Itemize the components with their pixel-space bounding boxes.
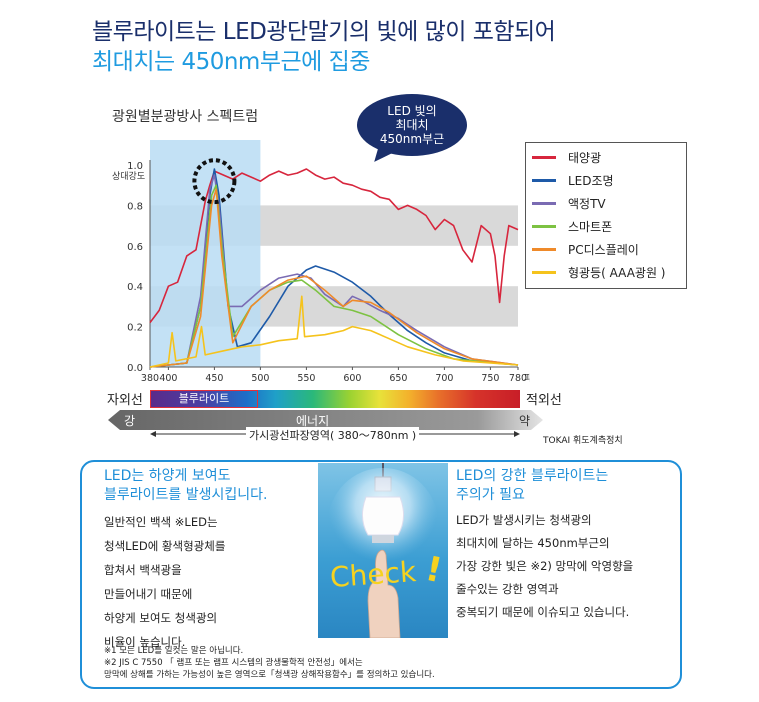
page-title: 블루라이트는 LED광단말기의 빛에 많이 포함되어 bbox=[92, 19, 556, 45]
x-tick-label: 550 bbox=[297, 373, 315, 384]
callout-line-1: LED 빛의 bbox=[387, 104, 437, 118]
right-heading: LED의 강한 블루라이트는 주의가 필요 bbox=[456, 467, 608, 505]
legend-item: 태양광 bbox=[532, 148, 601, 166]
left-body-line: 합쳐서 백색광을 bbox=[104, 563, 182, 577]
energy-label: 에너지 bbox=[296, 414, 330, 428]
right-body-line: 가장 강한 빛은 ※2) 망막에 악영향을 bbox=[456, 559, 634, 573]
footnote-1: ※1 모든 LED를 일컷는 말은 아닙니다. bbox=[104, 646, 244, 656]
legend-swatch bbox=[532, 178, 556, 182]
bluelight-range-label: 블루라이트 bbox=[150, 390, 258, 408]
x-tick-label: 700 bbox=[435, 373, 453, 384]
series-line bbox=[149, 188, 519, 368]
x-tick-label: 780 bbox=[509, 373, 527, 384]
y-tick-label: 0.0 bbox=[127, 363, 143, 374]
energy-strong-label: 강 bbox=[124, 414, 136, 428]
legend-label: 액정TV bbox=[568, 196, 606, 211]
visible-range-label: 가시광선파장영역( 380～780nm ) bbox=[246, 427, 420, 443]
legend-swatch bbox=[532, 201, 556, 205]
spectrum-chart: 0.0 0.2 0.4 0.6 0.8 1.0 380 400 450 500 550 600 650 7… bbox=[112, 140, 530, 384]
left-heading-line-2: 블루라이트를 발생시킵니다. bbox=[104, 487, 268, 503]
energy-weak-label: 약 bbox=[519, 414, 531, 428]
right-heading-line-1: LED의 강한 블루라이트는 bbox=[456, 468, 609, 484]
x-tick-label: 600 bbox=[343, 373, 361, 384]
legend-swatch bbox=[532, 155, 556, 159]
left-body-line: 만들어내기 때문에 bbox=[104, 587, 193, 601]
right-heading-line-2: 주의가 필요 bbox=[456, 487, 525, 503]
legend-label: LED조명 bbox=[568, 173, 614, 188]
series-line bbox=[149, 295, 519, 368]
legend-item: 액정TV bbox=[532, 194, 606, 212]
footnote-2: ※2 JIS C 7550 「 램프 또는 램프 시스템의 광생물학적 안전성」… bbox=[104, 658, 363, 668]
right-body-line: 중복되기 때문에 이슈되고 있습니다. bbox=[456, 605, 630, 619]
legend-label: 형광등( AAA광원 ) bbox=[568, 265, 666, 280]
left-body-line: 비율이 높습니다. bbox=[104, 635, 186, 649]
chart-title: 광원별분광방사 스펙트럼 bbox=[112, 109, 259, 125]
left-body-line: 청색LED에 황색형광체를 bbox=[104, 539, 226, 553]
lightbulb-icon bbox=[328, 463, 438, 638]
info-box bbox=[80, 460, 682, 689]
right-body-line: 줄수있는 강한 영역과 bbox=[456, 582, 559, 596]
legend-item: LED조명 bbox=[532, 171, 614, 189]
x-tick-label: 750 bbox=[481, 373, 499, 384]
x-axis-label: 파장( nm ) bbox=[524, 373, 530, 384]
left-body-line: 하양게 보여도 청색광의 bbox=[104, 611, 218, 625]
x-tick-label: 400 bbox=[159, 373, 177, 384]
callout-line-2: 최대치 bbox=[395, 118, 429, 132]
y-axis-label: 상대강도 bbox=[112, 171, 145, 182]
page-subtitle: 최대치는 450nm부근에 집중 bbox=[92, 49, 370, 75]
y-tick-label: 0.2 bbox=[127, 323, 143, 334]
left-heading-line-1: LED는 하양게 보여도 bbox=[104, 468, 231, 484]
legend-label: 태양광 bbox=[568, 150, 602, 165]
x-tick-label: 650 bbox=[389, 373, 407, 384]
visible-spectrum-bar bbox=[150, 390, 520, 408]
series-line bbox=[149, 184, 519, 368]
legend-swatch bbox=[532, 270, 556, 274]
legend-label: PC디스플레이 bbox=[568, 242, 639, 257]
legend-label: 스마트폰 bbox=[568, 219, 613, 234]
y-tick-label: 1.0 bbox=[127, 161, 143, 172]
y-tick-label: 0.6 bbox=[127, 242, 143, 253]
y-tick-label: 0.8 bbox=[127, 201, 143, 212]
left-heading: LED는 하양게 보여도 블루라이트를 발생시킵니다. bbox=[104, 467, 267, 505]
legend-item: 형광등( AAA광원 ) bbox=[532, 263, 666, 281]
series-line bbox=[149, 168, 519, 324]
energy-arrow bbox=[108, 410, 543, 430]
ir-label: 적외선 bbox=[526, 393, 562, 408]
right-body-line: 최대치에 달하는 450nm부근의 bbox=[456, 536, 610, 550]
footnote-3: 망막에 상해를 가하는 가능성이 높은 영역으로「청색광 상해작용함수」를 정의… bbox=[104, 670, 435, 680]
callout-bubble: LED 빛의 최대치 450nm부근 bbox=[357, 94, 467, 156]
x-tick-label: 450 bbox=[205, 373, 223, 384]
uv-label: 자외선 bbox=[107, 393, 143, 408]
check-text: Check bbox=[328, 555, 418, 594]
peak-highlight-circle bbox=[192, 158, 237, 205]
check-illustration bbox=[318, 463, 448, 638]
legend-swatch bbox=[532, 247, 556, 251]
legend-item: 스마트폰 bbox=[532, 217, 612, 235]
legend-item: PC디스플레이 bbox=[532, 240, 639, 258]
x-tick-label: 380 bbox=[141, 373, 159, 384]
y-tick-label: 0.4 bbox=[127, 282, 143, 293]
left-body-line: 일반적인 백색 ※LED는 bbox=[104, 515, 218, 529]
callout-line-3: 450nm부근 bbox=[379, 132, 445, 146]
x-tick-label: 500 bbox=[251, 373, 269, 384]
right-body-line: LED가 발생시키는 청색광의 bbox=[456, 513, 592, 527]
data-credit: TOKAI 휘도계측정치 bbox=[543, 436, 623, 446]
legend-swatch bbox=[532, 224, 556, 228]
